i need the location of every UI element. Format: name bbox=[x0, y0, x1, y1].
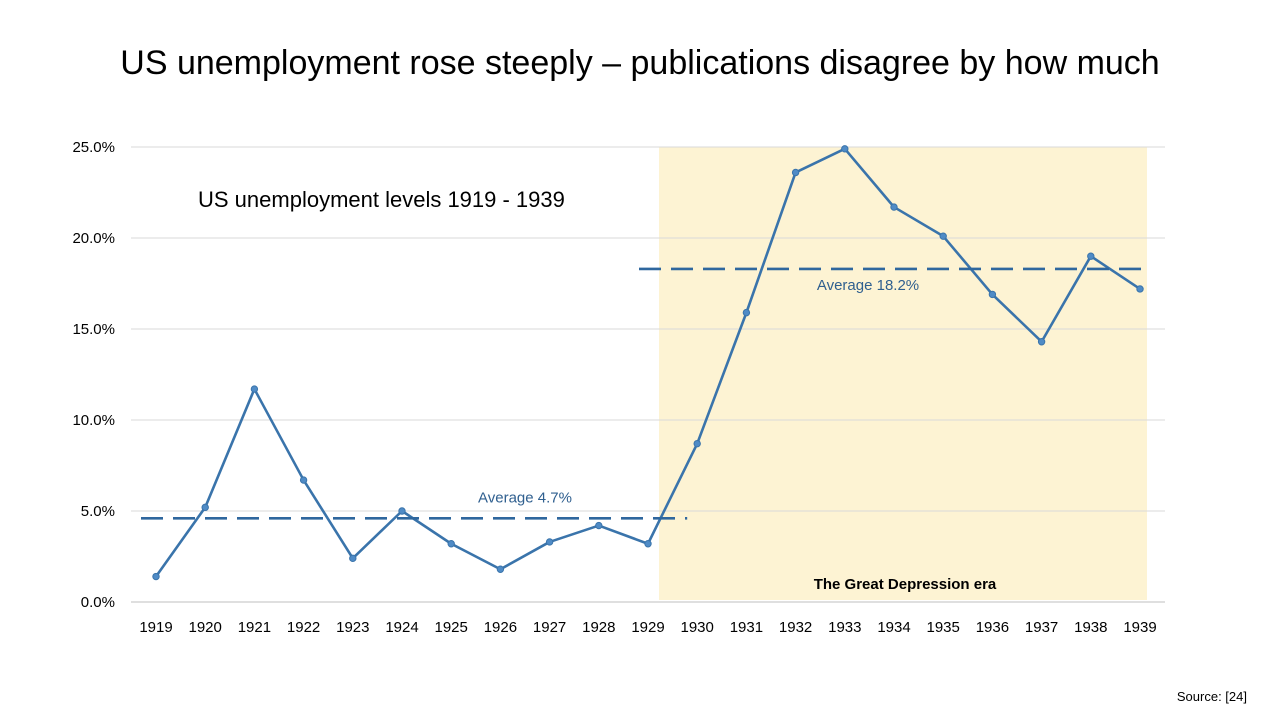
y-tick-label: 20.0% bbox=[72, 230, 115, 247]
y-tick-label: 25.0% bbox=[72, 139, 115, 156]
x-tick-label: 1925 bbox=[435, 619, 468, 636]
gridline-group bbox=[131, 146, 1165, 603]
y-tick-label: 5.0% bbox=[81, 503, 115, 520]
x-tick-label: 1931 bbox=[730, 619, 763, 636]
data-point bbox=[693, 439, 701, 448]
average-label: Average 4.7% bbox=[478, 489, 572, 506]
x-tick-label: 1927 bbox=[533, 619, 566, 636]
slide-title: US unemployment rose steeply – publicati… bbox=[120, 44, 1160, 82]
x-tick-label: 1923 bbox=[336, 619, 369, 636]
y-tick-label-group: 0.0% 5.0% 10.0% 15.0% 20.0% 25.0% bbox=[72, 139, 115, 611]
data-point bbox=[939, 232, 947, 240]
data-point bbox=[349, 554, 357, 563]
x-tick-label: 1939 bbox=[1123, 619, 1156, 636]
data-point bbox=[496, 565, 505, 573]
x-tick-label: 1934 bbox=[877, 619, 910, 636]
source-note: Source: [24] bbox=[1176, 689, 1247, 704]
shaded-region bbox=[659, 147, 1147, 600]
x-tick-label: 1933 bbox=[828, 619, 861, 636]
x-tick-label: 1938 bbox=[1074, 619, 1107, 636]
chart-text-group: The Great Depression era Average 4.7% Aver… bbox=[198, 187, 997, 593]
x-tick-label: 1922 bbox=[287, 619, 320, 636]
x-tick-label: 1928 bbox=[582, 619, 615, 636]
average-label: Average 18.2% bbox=[817, 277, 919, 294]
x-tick-label: 1924 bbox=[385, 619, 418, 636]
x-tick-label: 1921 bbox=[238, 619, 271, 636]
shaded-region-group bbox=[659, 147, 1147, 600]
data-point bbox=[545, 538, 554, 546]
y-tick-label: 15.0% bbox=[72, 321, 115, 338]
x-tick-label: 1929 bbox=[631, 619, 664, 636]
data-point bbox=[299, 476, 308, 484]
data-point bbox=[595, 521, 603, 530]
data-point bbox=[201, 503, 209, 512]
data-point bbox=[447, 540, 455, 548]
x-tick-label: 1936 bbox=[976, 619, 1009, 636]
x-tick-label: 1935 bbox=[927, 619, 960, 636]
y-tick-label: 10.0% bbox=[72, 412, 115, 429]
data-point bbox=[1087, 252, 1095, 260]
marker-group bbox=[152, 145, 1144, 581]
data-point bbox=[742, 308, 751, 317]
x-tick-label: 1932 bbox=[779, 619, 812, 636]
data-point bbox=[250, 385, 259, 393]
x-tick-label: 1926 bbox=[484, 619, 517, 636]
x-tick-label: 1930 bbox=[681, 619, 714, 636]
data-point bbox=[841, 145, 849, 153]
data-point bbox=[644, 540, 652, 548]
data-point bbox=[988, 290, 997, 299]
shaded-region-label: The Great Depression era bbox=[814, 576, 997, 593]
data-point bbox=[890, 203, 898, 211]
x-tick-label: 1920 bbox=[189, 619, 222, 636]
average-line-group bbox=[141, 267, 1150, 520]
data-point bbox=[152, 572, 160, 581]
x-tick-label: 1919 bbox=[139, 619, 172, 636]
data-point bbox=[398, 507, 406, 515]
data-point bbox=[791, 168, 800, 177]
chart-title: US unemployment levels 1919 - 1939 bbox=[198, 187, 565, 212]
data-point bbox=[1136, 285, 1144, 293]
data-point bbox=[1037, 338, 1046, 346]
x-tick-label: 1937 bbox=[1025, 619, 1058, 636]
y-tick-label: 0.0% bbox=[81, 594, 115, 611]
x-tick-label-group: 1919 1920 1921 1922 1923 1924 1925 1926 1927 1928… bbox=[139, 619, 1156, 636]
